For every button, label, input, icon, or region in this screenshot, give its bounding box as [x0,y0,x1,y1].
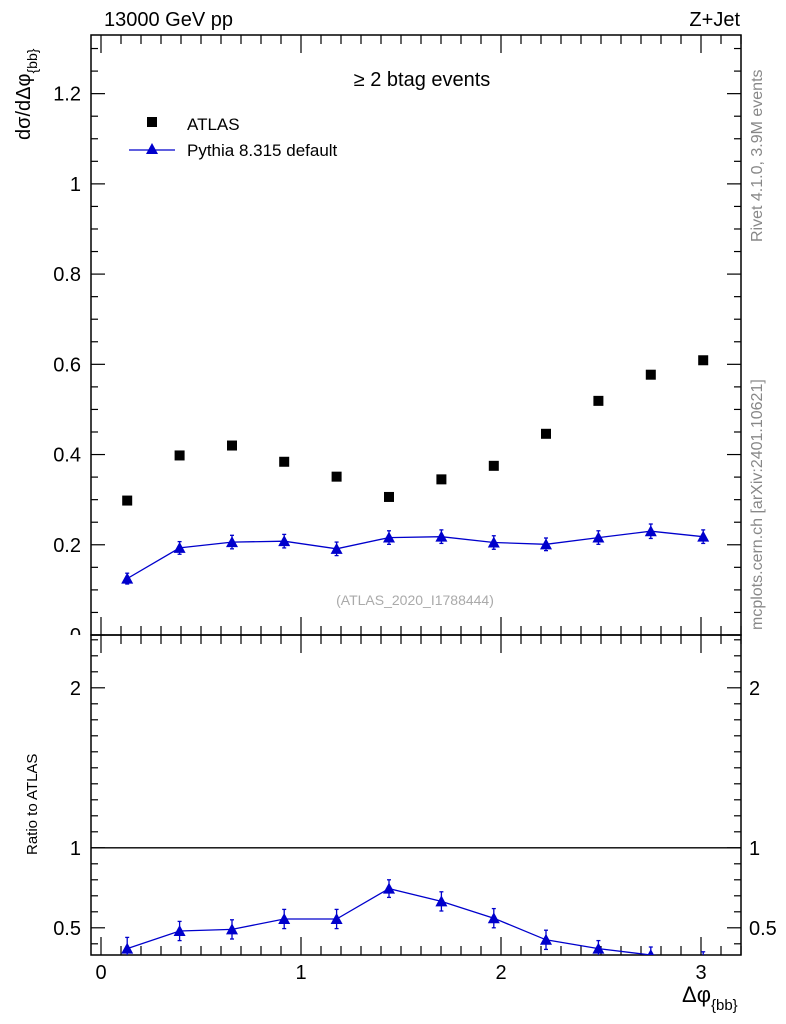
pythia-point [278,535,291,547]
ratio-point [330,913,343,924]
ratio-data-layer [91,847,741,955]
main-y-tick-labels: 0.2 0.4 0.6 0.8 1 1.2 0 [53,84,81,647]
ratio-point [487,912,500,924]
ratio-panel-frame [90,634,742,956]
ratio-point [383,882,395,894]
atlas-point [541,428,551,439]
ratio-y-tick-label-right: 0.5 [749,918,777,940]
pythia-point [697,530,710,542]
svg-text:dσ/dΔφ{bb}: dσ/dΔφ{bb} [13,48,40,140]
process-label: Z+Jet [689,9,740,31]
pythia-point [121,572,134,584]
x-axis-label: Δφ{bb} [682,982,738,1014]
analysis-watermark: (ATLAS_2020_I1788444) [336,592,494,608]
main-y-tick-label: 0.8 [53,264,81,286]
atlas-point [698,355,709,366]
pythia-point [592,531,605,543]
main-y-tick-label-zero: 0 [70,625,81,647]
ratio-point [702,953,704,955]
ratio-axis-ticks [91,635,742,955]
x-tick-label: 3 [695,962,706,984]
main-title: ≥ 2 btag events [354,69,491,91]
ratio-point [121,942,134,954]
atlas-point [279,456,290,467]
main-data-layer [121,355,710,585]
legend-pythia-label: Pythia 8.315 default [187,141,338,160]
energy-label: 13000 GeV pp [104,9,233,31]
atlas-point [122,495,133,506]
ratio-point [173,925,186,936]
ratio-y-tick-label-right: 2 [749,678,760,700]
legend-pythia-marker [146,143,158,154]
ratio-point [278,913,291,924]
main-y-tick-label: 1 [70,174,81,196]
atlas-point [331,471,342,482]
ratio-y-tick-label: 0.5 [53,918,81,940]
ratio-point [226,923,238,935]
main-y-zero-clip: 0 [70,625,81,647]
x-label-sub: {bb} [711,997,738,1014]
ratio-point [540,933,552,945]
rivet-label: Rivet 4.1.0, 3.9M events [749,69,766,242]
legend: ATLAS Pythia 8.315 default [129,115,338,160]
svg-text:Δφ{bb}: Δφ{bb} [682,982,738,1014]
ratio-point [647,949,655,955]
atlas-point [488,460,499,471]
main-y-label-text: dσ/dΔφ [13,73,35,140]
pythia-point [644,525,657,537]
main-y-tick-label: 0.6 [53,354,81,376]
atlas-point [227,440,237,451]
main-y-tick-label: 1.2 [53,84,81,106]
atlas-point [384,491,394,502]
x-label-text: Δφ [682,982,711,1007]
ratio-point [592,942,605,954]
x-tick-labels: 0 1 2 3 [95,962,706,984]
pythia-point [330,542,343,554]
ratio-y-tick-label: 2 [70,678,81,700]
x-tick-label: 1 [295,962,306,984]
pythia-point [435,530,448,542]
main-y-tick-label: 0.2 [53,535,81,557]
ratio-y-tick-label: 1 [70,838,81,860]
main-y-axis-label: dσ/dΔφ{bb} [13,48,40,140]
pythia-point [487,536,500,548]
ratio-point [435,895,448,907]
legend-atlas-label: ATLAS [187,115,240,134]
ratio-y-tick-labels: 0.5 0.5 1 1 2 2 [53,678,777,940]
main-y-tick-label: 0.4 [53,445,81,467]
pythia-point [226,536,238,548]
pythia-point [383,531,395,543]
legend-atlas-marker [147,117,157,127]
ratio-line [126,887,658,955]
mcplots-label: mcplots.cern.ch [arXiv:2401.10621] [749,379,766,630]
ratio-y-axis-label: Ratio to ATLAS [24,754,41,855]
atlas-point [593,395,604,406]
x-tick-label: 0 [95,962,106,984]
atlas-point [174,450,185,461]
main-axis-ticks [91,35,742,636]
pythia-point [540,538,552,550]
pythia-point [173,541,186,553]
ratio-y-tick-label-right: 1 [749,838,760,860]
main-y-label-sub: {bb} [24,48,40,73]
atlas-point [436,474,447,485]
x-tick-label: 2 [495,962,506,984]
pythia-line [126,530,704,580]
atlas-point [645,369,656,380]
